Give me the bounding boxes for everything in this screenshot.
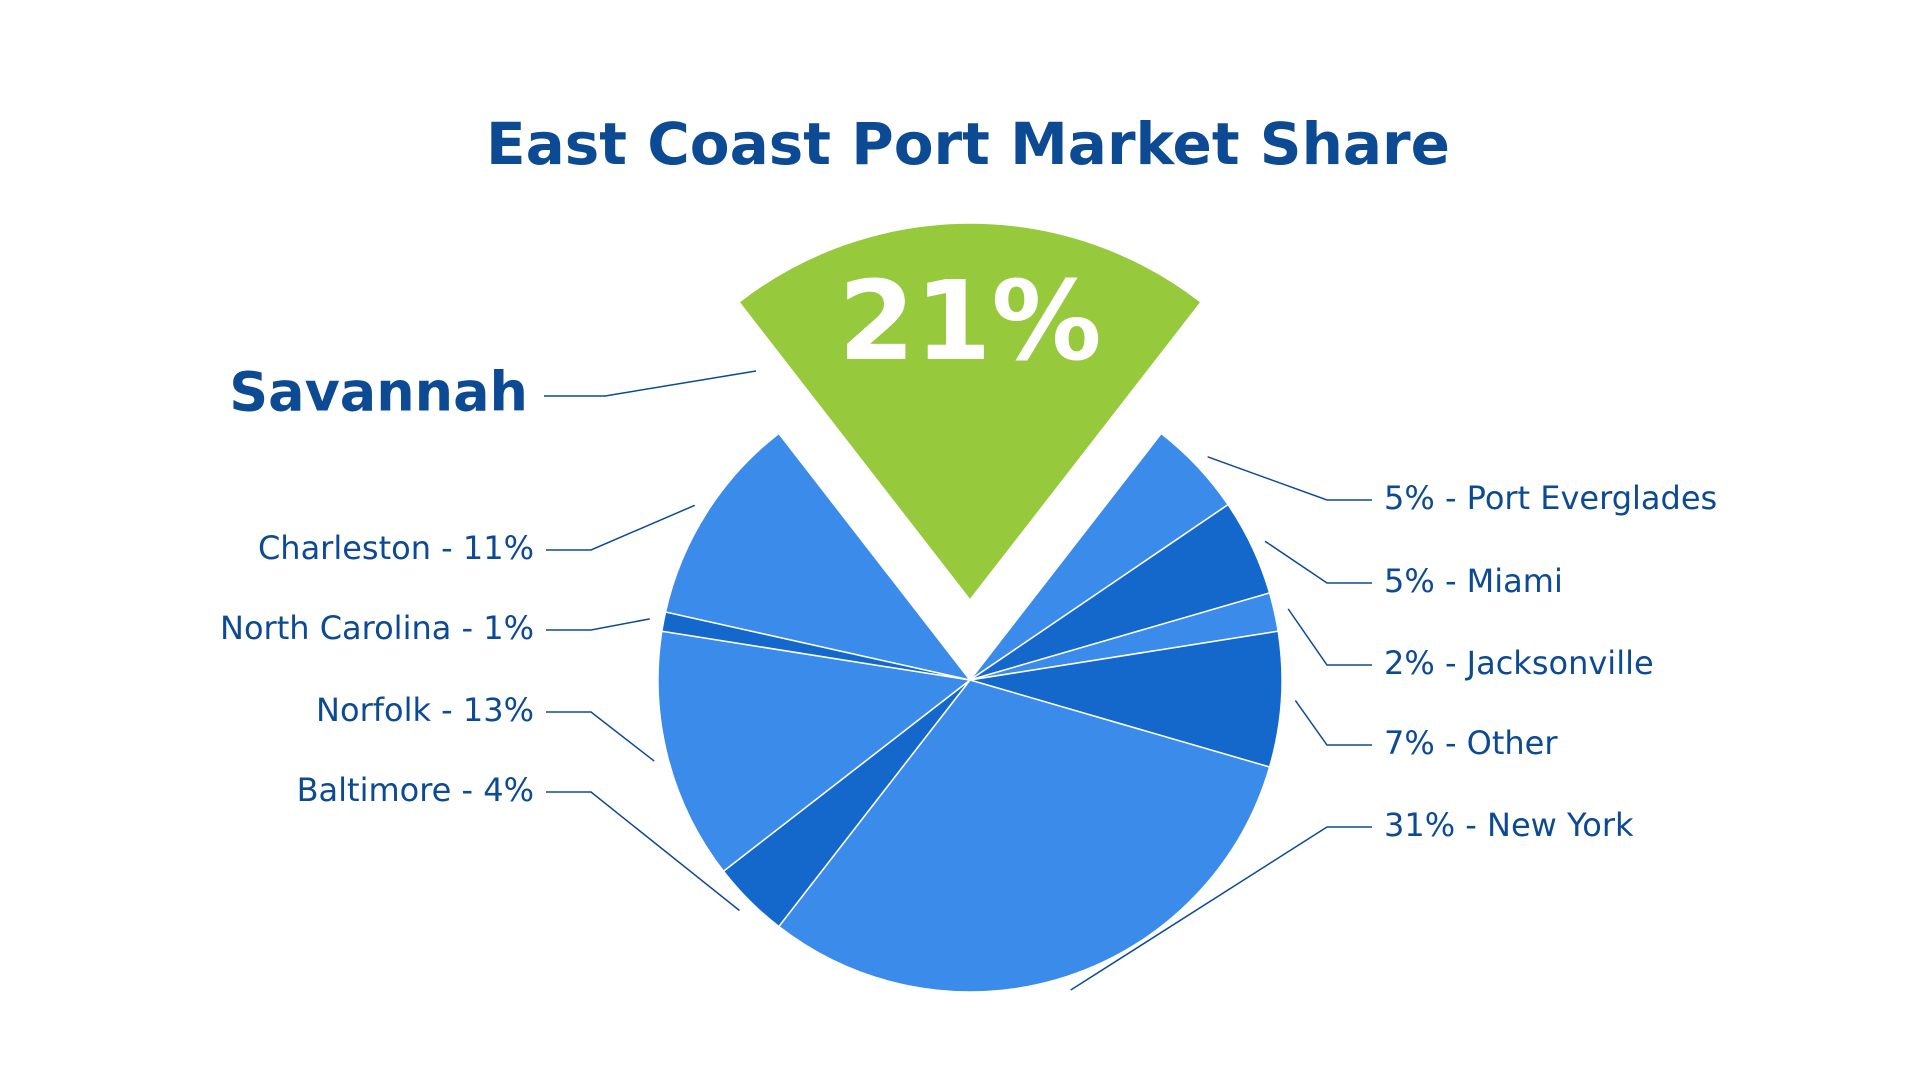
slice-label: 5% - Miami [1384, 562, 1563, 600]
label-part: Jacksonville [1465, 644, 1654, 682]
leader-line [546, 504, 696, 551]
label-part: - [1435, 479, 1467, 517]
leader-line [1294, 700, 1372, 746]
label-part: Port Everglades [1467, 479, 1718, 517]
label-part: - [1435, 644, 1467, 682]
pie-slice [664, 432, 972, 682]
label-part: 5% [1384, 562, 1435, 600]
label-part: 1% [483, 609, 534, 647]
slice-label: Norfolk - 13% [316, 691, 534, 729]
slice-label: 31% - New York [1384, 806, 1634, 844]
label-part: - [1455, 806, 1487, 844]
label-part: - [451, 609, 483, 647]
label-part: 5% [1384, 479, 1435, 517]
pie-slice [777, 679, 1271, 993]
leader-line [1287, 608, 1372, 666]
leader-line [1070, 826, 1372, 991]
label-part: 13% [463, 691, 534, 729]
slice-label: 5% - Port Everglades [1384, 479, 1717, 517]
label-part: - [1435, 724, 1467, 762]
leader-line [544, 370, 757, 397]
leader-line [546, 711, 655, 762]
slice-label: 7% - Other [1384, 724, 1558, 762]
label-part: Miami [1467, 562, 1563, 600]
leader-line [546, 791, 740, 912]
category-label: Savannah [229, 361, 528, 424]
label-part: 7% [1384, 724, 1435, 762]
label-part: 31% [1384, 806, 1455, 844]
leader-line [1264, 540, 1372, 584]
leader-line [546, 618, 650, 631]
label-part: 4% [483, 771, 534, 809]
label-part: - [431, 529, 463, 567]
slice-label: Baltimore - 4% [297, 771, 534, 809]
pie-slice [737, 222, 1203, 602]
label-part: 11% [463, 529, 534, 567]
chart-title: East Coast Port Market Share [486, 110, 1450, 178]
label-part: - [451, 771, 483, 809]
pie-slice [969, 630, 1283, 768]
label-part: North Carolina [220, 609, 451, 647]
label-part: - [431, 691, 463, 729]
label-part: - [1435, 562, 1467, 600]
label-part: 2% [1384, 644, 1435, 682]
slice-label: 2% - Jacksonville [1384, 644, 1654, 682]
slice-label: Charleston - 11% [258, 529, 534, 567]
label-part: Other [1467, 724, 1559, 762]
leader-line [1207, 456, 1372, 501]
label-part: Norfolk [316, 691, 431, 729]
slice-label: North Carolina - 1% [220, 609, 534, 647]
slice-value-label: 21% [838, 257, 1101, 385]
label-part: New York [1487, 806, 1634, 844]
label-part: Charleston [258, 529, 431, 567]
label-part: Baltimore [297, 771, 452, 809]
pie-slice [657, 630, 972, 873]
